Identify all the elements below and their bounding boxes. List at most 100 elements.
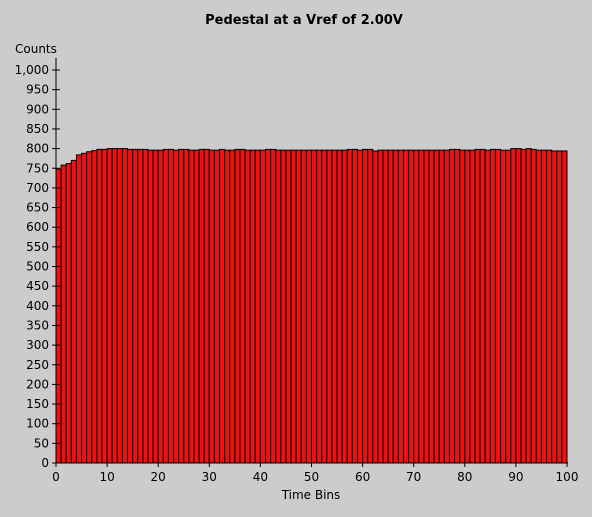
bar: [285, 149, 292, 464]
x-tick-label: 50: [304, 470, 319, 484]
x-tick-label: 20: [151, 470, 166, 484]
bar: [397, 149, 404, 464]
bar: [438, 149, 445, 464]
bar: [65, 163, 72, 464]
x-tick-label: 0: [52, 470, 60, 484]
bar: [137, 148, 144, 464]
y-tick-label: 750: [26, 161, 49, 175]
x-axis-label: Time Bins: [281, 488, 341, 502]
y-tick-label: 400: [26, 299, 49, 313]
bar: [111, 148, 118, 464]
bar: [423, 149, 430, 464]
bar: [213, 149, 221, 464]
bar: [193, 149, 200, 464]
y-tick-label: 200: [26, 377, 49, 391]
bar: [336, 149, 343, 464]
bar: [479, 148, 486, 464]
bar: [101, 148, 108, 464]
bar: [372, 150, 379, 464]
bar: [530, 148, 537, 464]
bar: [81, 152, 88, 464]
bar: [525, 148, 532, 464]
bar: [91, 150, 98, 464]
y-tick-label: 150: [26, 397, 49, 411]
y-tick-label: 650: [26, 201, 49, 215]
bar: [224, 149, 231, 464]
bar: [157, 149, 164, 464]
y-tick-label: 800: [26, 142, 49, 156]
y-tick-label: 450: [26, 279, 49, 293]
y-tick-label: 600: [26, 220, 49, 234]
bar: [75, 154, 83, 464]
bar: [239, 148, 246, 464]
bar: [433, 149, 440, 464]
bar: [132, 148, 139, 464]
bar: [198, 148, 205, 464]
y-tick-label: 1,000: [15, 63, 49, 77]
bar: [60, 164, 67, 464]
bar: [290, 149, 297, 464]
y-tick-label: 900: [26, 102, 49, 116]
bar: [505, 149, 512, 464]
bar: [188, 149, 195, 464]
x-tick-label: 100: [556, 470, 579, 484]
bar: [540, 149, 548, 464]
bar: [551, 150, 558, 464]
bar: [382, 149, 389, 464]
x-tick-label: 90: [508, 470, 523, 484]
bar: [474, 148, 481, 464]
bar: [70, 159, 77, 464]
bar: [162, 148, 169, 464]
bar: [311, 149, 318, 464]
y-tick-label: 50: [34, 436, 49, 450]
y-tick-label: 250: [26, 358, 49, 372]
bar: [142, 148, 149, 464]
bar: [351, 148, 358, 464]
x-tick-label: 80: [457, 470, 472, 484]
y-tick-label: 700: [26, 181, 49, 195]
bar: [469, 149, 476, 464]
bar: [321, 149, 328, 464]
bar: [520, 148, 527, 464]
bar: [556, 150, 563, 464]
bar: [280, 149, 287, 464]
bar: [208, 149, 215, 464]
bar: [300, 149, 307, 464]
bar: [443, 149, 450, 464]
bar: [418, 149, 425, 464]
bar: [203, 148, 210, 464]
bar: [500, 149, 507, 464]
bar: [116, 148, 123, 464]
y-tick-label: 350: [26, 318, 49, 332]
bar: [305, 149, 313, 464]
bar: [229, 149, 236, 464]
bar: [341, 149, 348, 464]
bar: [546, 149, 553, 464]
bar: [127, 148, 134, 464]
y-tick-label: 950: [26, 83, 49, 97]
bar: [55, 168, 62, 464]
bar: [275, 149, 282, 464]
bar: [121, 148, 129, 464]
bar: [331, 149, 338, 464]
bar: [147, 149, 154, 464]
bar: [249, 149, 256, 464]
bar: [402, 149, 410, 464]
bars-group: [55, 148, 568, 464]
y-tick-label: 100: [26, 417, 49, 431]
bar: [356, 149, 364, 464]
bar: [254, 149, 261, 464]
bar: [270, 148, 277, 464]
bar: [515, 148, 522, 464]
bar: [244, 149, 251, 464]
bar: [367, 148, 374, 464]
bar: [535, 149, 542, 464]
bar: [448, 148, 456, 464]
bar: [326, 149, 333, 464]
bar: [377, 149, 384, 464]
bar: [152, 149, 159, 464]
y-tick-label: 550: [26, 240, 49, 254]
x-tick-label: 70: [406, 470, 421, 484]
bar: [86, 151, 93, 464]
